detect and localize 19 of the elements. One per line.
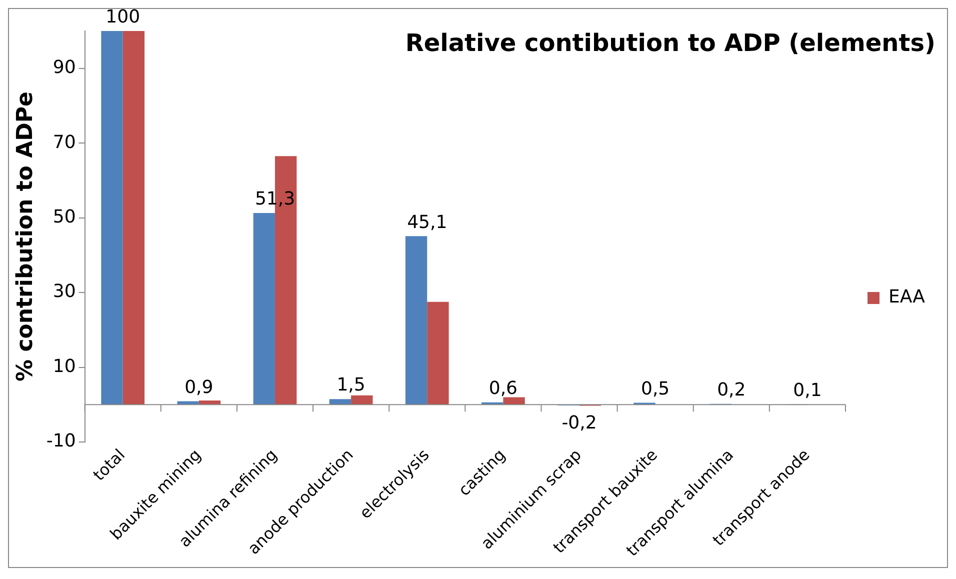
data-label: 0,5 xyxy=(641,378,670,400)
data-label: 0,6 xyxy=(488,378,518,400)
y-tick-label: 50 xyxy=(52,206,76,228)
legend-label: EAA xyxy=(888,286,926,308)
y-tick-label: -10 xyxy=(46,430,76,452)
chart-title: Relative contibution to ADP (elements) xyxy=(405,29,936,58)
y-tick-label: 30 xyxy=(52,281,76,302)
data-label: 0,1 xyxy=(793,380,822,401)
data-label: 0,2 xyxy=(717,380,746,401)
y-tick-label: 10 xyxy=(52,356,76,377)
data-label: 0,9 xyxy=(184,376,214,398)
y-tick-label: 90 xyxy=(52,57,76,78)
data-label: 1,5 xyxy=(336,374,366,396)
data-label: -0,2 xyxy=(562,412,597,434)
data-label: 100 xyxy=(106,6,140,28)
data-label: 45,1 xyxy=(407,212,448,233)
y-axis-title: % contribution to ADPe xyxy=(12,92,38,382)
data-label: 51,3 xyxy=(254,188,296,210)
y-tick-label: 70 xyxy=(52,132,76,153)
